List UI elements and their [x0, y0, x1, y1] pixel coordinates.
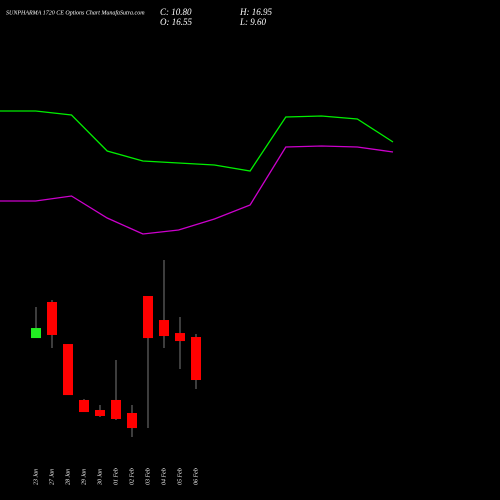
x-tick-label: 27 Jan	[49, 469, 55, 485]
x-tick-label: 28 Jan	[65, 469, 71, 485]
stat: C: 10.80	[160, 7, 192, 17]
x-tick-label: 05 Feb	[177, 468, 183, 485]
x-tick-label: 06 Feb	[193, 468, 199, 485]
x-tick-label: 30 Jan	[97, 469, 103, 486]
x-tick-label: 29 Jan	[81, 469, 87, 485]
x-tick-label: 04 Feb	[160, 468, 167, 485]
x-tick-label: 03 Feb	[145, 468, 151, 485]
x-tick-label: 02 Feb	[129, 468, 135, 485]
candle-body	[111, 399, 121, 419]
indicator-line	[0, 110, 394, 172]
stat: O: 16.55	[160, 17, 192, 27]
candle-body	[63, 344, 73, 396]
chart-title: SUNPHARMA 1720 CE Options Chart MunafaSu…	[6, 9, 145, 16]
x-tick-label: 23 Jan	[33, 469, 39, 485]
candle-body	[175, 333, 185, 342]
candle-body	[47, 301, 57, 335]
candle-body	[79, 399, 89, 413]
candle-body	[95, 410, 105, 416]
stat: H: 16.95	[239, 7, 272, 17]
candle-body	[143, 296, 153, 339]
candle-body	[159, 320, 169, 337]
candle-body	[31, 328, 41, 339]
candle-body	[191, 336, 201, 381]
x-tick-label: 01 Feb	[113, 468, 119, 485]
stat: L: 9.60	[239, 17, 267, 27]
candle-body	[127, 413, 137, 429]
indicator-line	[0, 145, 394, 235]
